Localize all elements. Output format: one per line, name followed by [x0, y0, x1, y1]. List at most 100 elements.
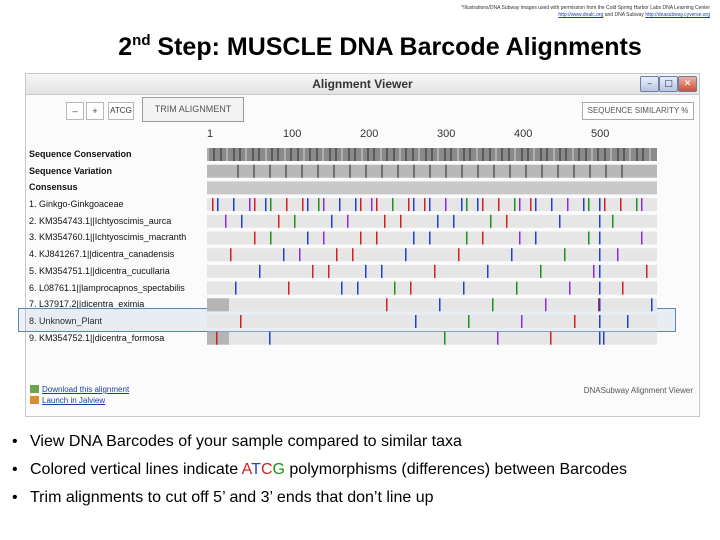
polymorphism-line	[352, 248, 354, 262]
sequence-label[interactable]: 4. KJ841267.1||dicentra_canadensis	[29, 249, 175, 260]
credit-link-dnalc[interactable]: http://www.dnalc.org	[558, 12, 604, 18]
bullet-text: Trim alignments to cut off 5’ and 3’ end…	[30, 489, 434, 506]
polymorphism-line	[519, 198, 521, 212]
variation-mark	[301, 164, 303, 178]
polymorphism-line	[641, 231, 643, 245]
consensus-track	[207, 181, 657, 195]
polymorphism-line	[511, 248, 513, 262]
letter-a: A	[241, 461, 252, 478]
polymorphism-line	[312, 264, 314, 278]
variation-mark	[333, 164, 335, 178]
sequence-label[interactable]: 6. L08761.1||lamprocapnos_spectabilis	[29, 282, 185, 293]
polymorphism-line	[458, 248, 460, 262]
variation-mark	[365, 164, 367, 178]
atcg-toggle-button[interactable]: ATCG	[108, 102, 134, 120]
variation-mark	[605, 164, 607, 178]
sequence-label[interactable]: 3. KM354760.1||Ichtyoscimis_macranth	[29, 232, 187, 243]
conservation-bar	[284, 148, 286, 161]
ruler-tick: 200	[360, 128, 379, 140]
bullet-text: Colored vertical lines indicate	[30, 461, 242, 478]
sequence-track	[207, 315, 657, 328]
conservation-bar	[444, 148, 446, 161]
sequence-label[interactable]: 1. Ginkgo-Ginkgoaceae	[29, 199, 124, 210]
polymorphism-line	[599, 298, 601, 312]
polymorphism-line	[357, 281, 359, 295]
conservation-bar	[533, 148, 535, 161]
variation-mark	[573, 164, 575, 178]
conservation-bar	[463, 148, 465, 161]
sequence-track	[207, 248, 657, 262]
conservation-bar	[623, 148, 625, 161]
conservation-bar	[431, 148, 433, 161]
conservation-bar	[508, 148, 510, 161]
conservation-bar	[297, 148, 299, 161]
conservation-bar	[252, 148, 254, 161]
conservation-bar	[220, 148, 222, 161]
conservation-bar	[348, 148, 350, 161]
polymorphism-line	[400, 214, 402, 228]
polymorphism-line	[444, 331, 446, 345]
polymorphism-line	[583, 198, 585, 212]
conservation-bar	[380, 148, 382, 161]
conservation-bar	[540, 148, 542, 161]
polymorphism-line	[355, 198, 357, 212]
polymorphism-line	[588, 198, 590, 212]
polymorphism-line	[216, 331, 218, 345]
polymorphism-line	[323, 198, 325, 212]
sequence-track	[207, 331, 657, 345]
polymorphism-line	[413, 231, 415, 245]
sequence-gap	[207, 331, 229, 345]
trim-alignment-button[interactable]: TRIM ALIGNMENT	[142, 97, 244, 122]
conservation-bar	[476, 148, 478, 161]
polymorphism-line	[439, 298, 441, 312]
polymorphism-line	[599, 331, 601, 345]
title-ordinal-suffix: nd	[132, 32, 151, 49]
sequence-label[interactable]: 2. KM354743.1||Ichtyoscimis_aurca	[29, 215, 172, 226]
polymorphism-line	[482, 231, 484, 245]
position-ruler: 1 100 200 300 400 500	[207, 126, 677, 146]
zoom-in-button[interactable]: +	[86, 102, 104, 120]
conservation-bar	[303, 148, 305, 161]
sequence-track	[207, 298, 657, 312]
sequence-label-unknown[interactable]: 8. Unknown_Plant	[29, 315, 103, 326]
conservation-bar	[585, 148, 587, 161]
maximize-button[interactable]: □	[659, 76, 678, 92]
sequence-similarity-button[interactable]: SEQUENCE SIMILARITY %	[582, 102, 694, 120]
conservation-bar	[642, 148, 644, 161]
sequence-label[interactable]: 5. KM354751.1||dicentra_cucullaria	[29, 265, 170, 276]
variation-mark	[269, 164, 271, 178]
polymorphism-line	[341, 281, 343, 295]
polymorphism-line	[288, 281, 290, 295]
variation-mark	[557, 164, 559, 178]
zoom-out-button[interactable]: –	[66, 102, 84, 120]
jalview-icon	[30, 396, 39, 404]
close-button[interactable]: ✕	[678, 76, 697, 92]
variation-mark	[509, 164, 511, 178]
variation-mark	[413, 164, 415, 178]
sequence-label[interactable]: 7. L37917.2||dicentra_eximia	[29, 299, 145, 310]
minimize-button[interactable]: –	[640, 76, 659, 92]
conservation-bar	[450, 148, 452, 161]
polymorphism-line	[429, 231, 431, 245]
polymorphism-line	[535, 198, 537, 212]
bullet-text: polymorphisms (differences) between Barc…	[284, 461, 628, 478]
sequence-label[interactable]: 9. KM354752.1||dicentra_formosa	[29, 332, 165, 343]
polymorphism-line	[482, 198, 484, 212]
variation-mark	[237, 164, 239, 178]
polymorphism-line	[567, 198, 569, 212]
conservation-bar	[290, 148, 292, 161]
launch-jalview-link[interactable]: Launch in Jalview	[30, 395, 129, 406]
sequence-track	[207, 231, 657, 245]
polymorphism-line	[336, 248, 338, 262]
sequence-label-list: Sequence Conservation Sequence Variation…	[29, 146, 207, 346]
conservation-bar	[277, 148, 279, 161]
polymorphism-line	[599, 198, 601, 212]
conservation-bar	[425, 148, 427, 161]
download-alignment-link[interactable]: Download this alignment	[30, 384, 129, 395]
credit-link-subway[interactable]: http://dnasubway.cyverse.org	[645, 12, 710, 18]
conservation-bar	[245, 148, 247, 161]
polymorphism-line	[492, 298, 494, 312]
polymorphism-line	[307, 198, 309, 212]
image-credit: *Illustrations/DNA Subway images used wi…	[410, 5, 710, 19]
variation-mark	[541, 164, 543, 178]
